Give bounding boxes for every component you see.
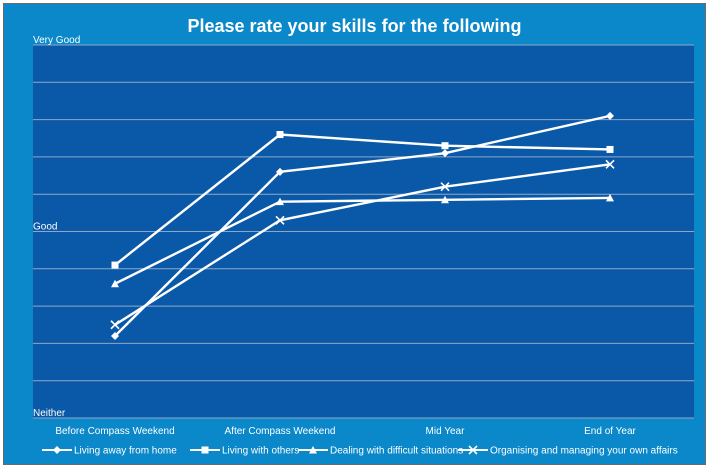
legend-marker <box>468 445 478 455</box>
series-line <box>114 196 611 285</box>
data-point <box>605 159 615 169</box>
x-tick-label: After Compass Weekend <box>225 426 336 437</box>
y-tick-label: Very Good <box>33 35 80 46</box>
x-tick-label: End of Year <box>584 426 636 437</box>
y-tick-label: Good <box>33 222 57 233</box>
y-tick-label: Neither <box>33 408 66 419</box>
data-point <box>606 193 614 202</box>
x-tick-label: Before Compass Weekend <box>55 426 174 437</box>
legend-label: Living with others <box>222 446 299 457</box>
legend-label: Dealing with difficult situations <box>330 446 463 457</box>
chart-title: Please rate your skills for the followin… <box>187 16 522 36</box>
legend-marker <box>201 446 209 454</box>
data-point <box>440 182 450 192</box>
data-point <box>606 145 614 153</box>
series-line <box>114 114 611 337</box>
legend-label: Organising and managing your own affairs <box>490 446 678 457</box>
legend-marker <box>309 446 317 454</box>
legend-marker <box>53 446 61 454</box>
data-point <box>111 261 119 269</box>
data-point <box>111 331 119 340</box>
data-point <box>276 197 284 206</box>
data-point <box>111 279 119 288</box>
data-point <box>606 111 614 120</box>
data-point <box>275 215 285 225</box>
data-point <box>110 320 120 330</box>
series-line <box>114 133 611 267</box>
legend-label: Living away from home <box>74 446 177 457</box>
data-point <box>441 142 449 150</box>
data-point <box>441 149 449 158</box>
data-point <box>441 195 449 204</box>
data-point <box>276 131 284 139</box>
series-line <box>114 163 611 326</box>
data-point <box>276 167 284 176</box>
x-tick-label: Mid Year <box>426 426 466 437</box>
